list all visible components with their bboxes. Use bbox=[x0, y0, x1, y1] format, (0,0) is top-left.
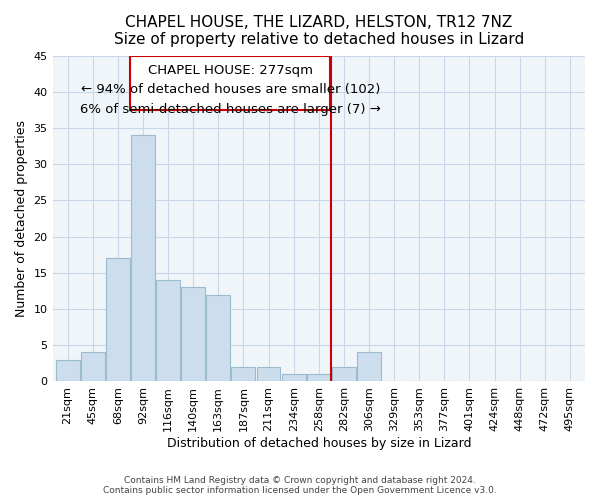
Title: CHAPEL HOUSE, THE LIZARD, HELSTON, TR12 7NZ
Size of property relative to detache: CHAPEL HOUSE, THE LIZARD, HELSTON, TR12 … bbox=[113, 15, 524, 48]
Text: Contains HM Land Registry data © Crown copyright and database right 2024.
Contai: Contains HM Land Registry data © Crown c… bbox=[103, 476, 497, 495]
Bar bbox=[131, 135, 155, 382]
Bar bbox=[332, 367, 356, 382]
Text: 6% of semi-detached houses are larger (7) →: 6% of semi-detached houses are larger (7… bbox=[80, 102, 380, 116]
Bar bbox=[81, 352, 104, 382]
Bar bbox=[307, 374, 331, 382]
Text: CHAPEL HOUSE: 277sqm: CHAPEL HOUSE: 277sqm bbox=[148, 64, 313, 77]
Bar bbox=[56, 360, 80, 382]
Y-axis label: Number of detached properties: Number of detached properties bbox=[15, 120, 28, 317]
Bar bbox=[257, 367, 280, 382]
Bar bbox=[357, 352, 381, 382]
Text: ← 94% of detached houses are smaller (102): ← 94% of detached houses are smaller (10… bbox=[80, 83, 380, 96]
Bar bbox=[232, 367, 256, 382]
Bar bbox=[181, 288, 205, 382]
Bar bbox=[282, 374, 305, 382]
Bar bbox=[106, 258, 130, 382]
Bar bbox=[206, 294, 230, 382]
X-axis label: Distribution of detached houses by size in Lizard: Distribution of detached houses by size … bbox=[167, 437, 471, 450]
FancyBboxPatch shape bbox=[130, 56, 330, 110]
Bar bbox=[156, 280, 180, 382]
